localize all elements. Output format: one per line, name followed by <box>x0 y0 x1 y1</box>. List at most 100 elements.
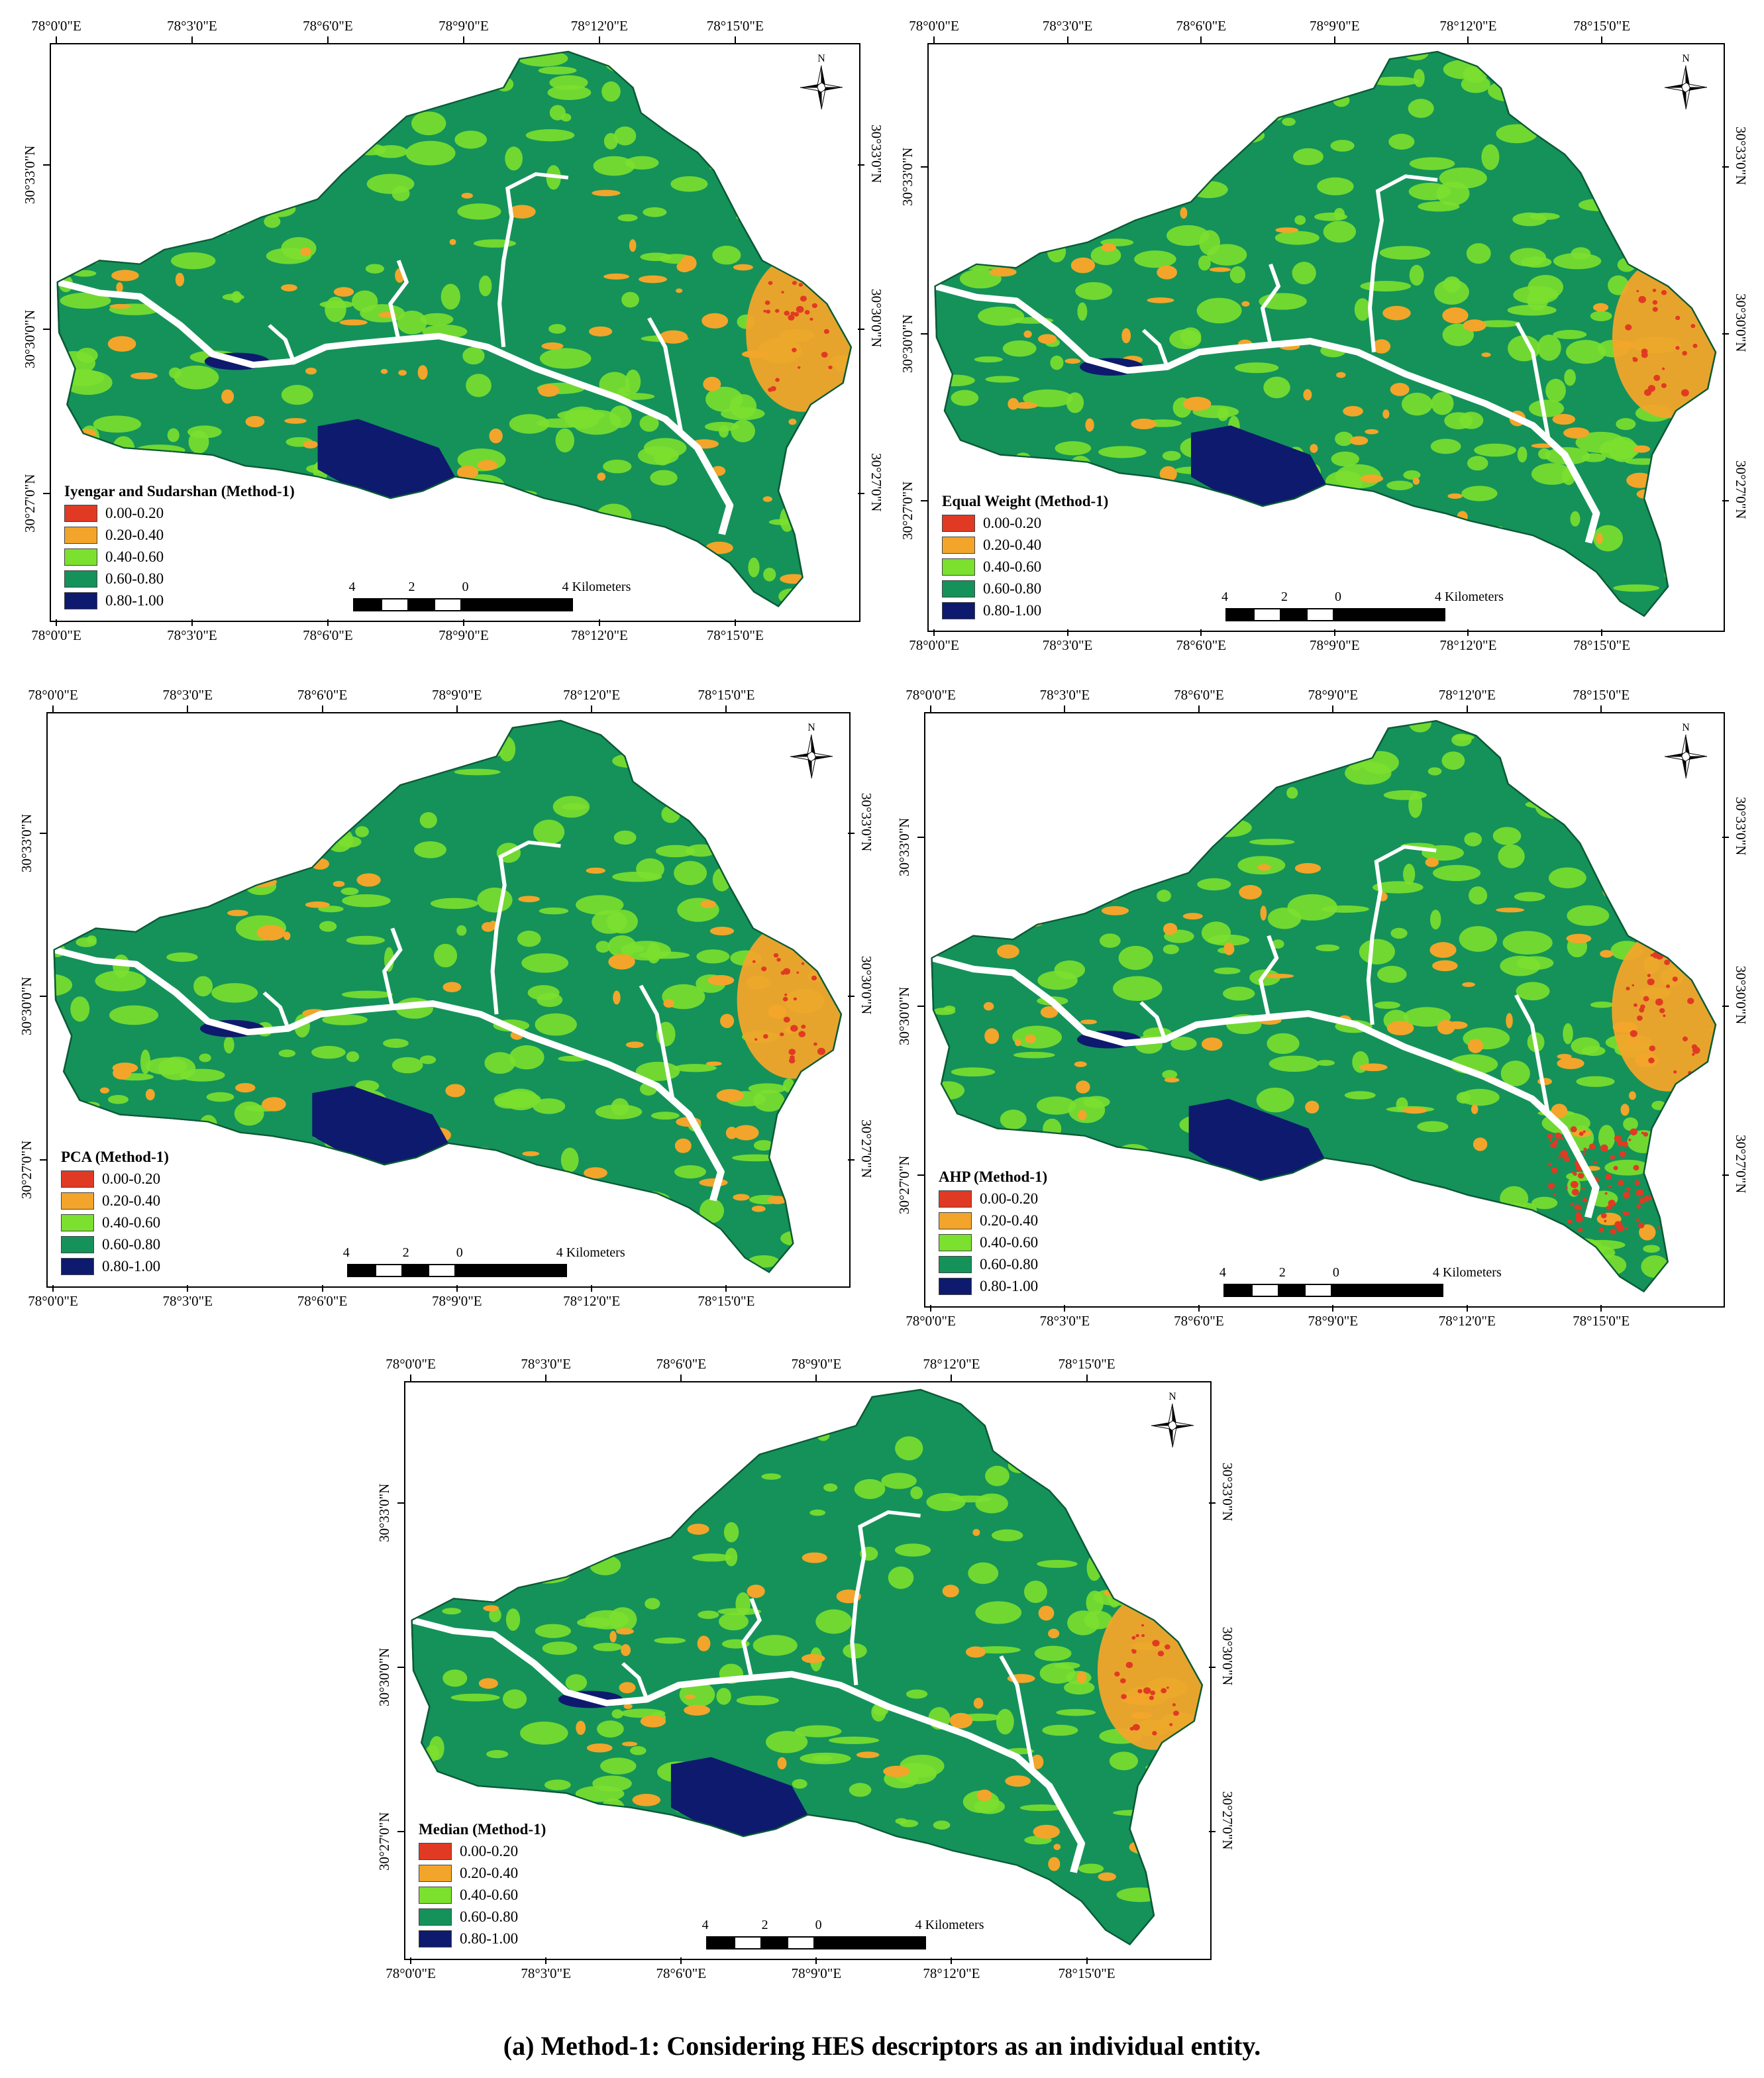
legend-swatch <box>942 514 975 532</box>
scale-label: 0 <box>462 580 469 594</box>
north-arrow-icon: N <box>785 720 838 784</box>
lat-tick-label: 30°27'0"N <box>1733 1135 1749 1194</box>
lat-tickmark <box>917 836 924 838</box>
lon-tick-label: 78°3'0"E <box>167 627 217 643</box>
legend-item: 0.60-0.80 <box>942 578 1108 599</box>
legend-label: 0.00-0.20 <box>983 515 1042 531</box>
legend-label: 0.80-1.00 <box>980 1278 1039 1294</box>
legend-swatch <box>939 1190 972 1208</box>
lon-tick-label: 78°12'0"E <box>1439 637 1497 653</box>
legend-label: 0.60-0.80 <box>983 580 1042 597</box>
lon-tick-label: 78°6'0"E <box>303 18 353 34</box>
lon-tick-label: 78°9'0"E <box>439 18 489 34</box>
scale-segment <box>460 598 573 611</box>
lon-tickmark <box>187 705 189 712</box>
legend-label: 0.20-0.40 <box>983 537 1042 553</box>
legend: Iyengar and Sudarshan (Method-1) 0.00-0.2… <box>64 484 295 611</box>
lon-tick-label: 78°15'0"E <box>706 627 764 643</box>
lon-tick-label: 78°0'0"E <box>906 687 956 703</box>
lon-tickmark <box>321 705 323 712</box>
scale-segment <box>1330 1284 1443 1297</box>
legend-label: 0.60-0.80 <box>102 1236 161 1253</box>
scale-label: 2 <box>1281 590 1288 604</box>
lon-tickmark <box>1200 629 1202 636</box>
legend-swatch <box>419 1886 452 1904</box>
legend-swatch <box>419 1842 452 1860</box>
lon-tick-label: 78°6'0"E <box>297 687 348 703</box>
lon-tickmark <box>815 1375 817 1381</box>
legend-item: 0.60-0.80 <box>419 1906 546 1928</box>
watershed-map <box>411 1388 1204 1946</box>
legend-label: 0.60-0.80 <box>980 1256 1039 1273</box>
scale-segment <box>1304 1284 1332 1297</box>
legend-title: Iyengar and Sudarshan (Method-1) <box>64 483 295 499</box>
lon-tickmark <box>933 36 935 43</box>
lon-tick-label: 78°3'0"E <box>521 1356 571 1372</box>
lon-tick-label: 78°3'0"E <box>162 1293 213 1309</box>
figure-caption: (a) Method-1: Considering HES descriptor… <box>503 2031 1261 2061</box>
north-arrow-icon: N <box>1659 51 1712 115</box>
lat-tickmark <box>40 832 46 834</box>
map-frame <box>404 1381 1212 1960</box>
legend: Median (Method-1) 0.00-0.20 0.20-0.40 0.40-… <box>419 1822 546 1949</box>
legend-label: 0.80-1.00 <box>460 1930 519 1947</box>
legend-item: 0.80-1.00 <box>61 1255 169 1277</box>
watershed-map <box>53 719 843 1273</box>
legend-item: 0.80-1.00 <box>942 599 1108 621</box>
legend-item: 0.80-1.00 <box>64 590 295 611</box>
legend-item: 0.00-0.20 <box>61 1168 169 1190</box>
lat-tick-label: 30°33'0"N <box>1733 796 1749 856</box>
scale-segment <box>1277 1284 1306 1297</box>
legend-item: 0.20-0.40 <box>939 1210 1047 1231</box>
lat-tick-label: 30°27'0"N <box>858 1119 874 1178</box>
lon-tick-label: 78°9'0"E <box>1308 687 1359 703</box>
legend-item: 0.20-0.40 <box>942 534 1108 556</box>
scale-label: 0 <box>1332 1265 1339 1280</box>
lat-tick-label: 30°30'0"N <box>896 986 912 1046</box>
lat-tickmark <box>1209 1830 1216 1832</box>
legend-swatch <box>939 1277 972 1295</box>
legend-item: 0.20-0.40 <box>419 1862 546 1884</box>
lon-tick-label: 78°6'0"E <box>1176 637 1226 653</box>
lat-tick-label: 30°30'0"N <box>22 309 38 368</box>
lat-tickmark <box>848 1159 855 1161</box>
lon-tickmark <box>1066 629 1068 636</box>
lat-tickmark <box>1722 500 1729 502</box>
lat-tickmark <box>1209 1502 1216 1504</box>
legend-item: 0.60-0.80 <box>61 1233 169 1255</box>
scale-segment <box>1223 1284 1253 1297</box>
lat-tickmark <box>1209 1666 1216 1668</box>
legend: Equal Weight (Method-1) 0.00-0.20 0.20-0.4… <box>942 494 1108 621</box>
lat-tick-label: 30°33'0"N <box>1219 1462 1235 1522</box>
lon-tickmark <box>1198 705 1200 712</box>
lon-tickmark <box>456 705 458 712</box>
lon-tickmark <box>1086 1375 1088 1381</box>
lat-tickmark <box>921 333 927 335</box>
lon-tick-label: 78°9'0"E <box>1310 637 1360 653</box>
lat-tickmark <box>858 492 864 494</box>
lon-tickmark <box>456 1285 458 1292</box>
lat-tick-label: 30°27'0"N <box>376 1812 392 1871</box>
lon-tick-label: 78°12'0"E <box>563 1293 621 1309</box>
lat-tick-label: 30°33'0"N <box>1733 126 1749 185</box>
legend-title: PCA (Method-1) <box>61 1149 169 1165</box>
lon-tickmark <box>1066 36 1068 43</box>
lat-tick-label: 30°27'0"N <box>896 1155 912 1215</box>
lon-tick-label: 78°3'0"E <box>167 18 217 34</box>
lat-tick-label: 30°30'0"N <box>900 314 915 374</box>
lat-tickmark <box>858 164 864 166</box>
lon-tick-label: 78°3'0"E <box>1042 18 1093 34</box>
lon-tick-label: 78°15'0"E <box>698 1293 755 1309</box>
lon-tickmark <box>680 1957 682 1964</box>
legend-label: 0.60-0.80 <box>105 570 164 587</box>
scale-segment <box>1253 608 1281 621</box>
legend-swatch <box>61 1257 94 1275</box>
lon-tick-label: 78°15'0"E <box>1573 1313 1630 1329</box>
lon-tickmark <box>1466 1305 1468 1312</box>
legend-title: AHP (Method-1) <box>939 1169 1048 1185</box>
north-arrow-icon: N <box>1146 1389 1199 1453</box>
legend-label: 0.20-0.40 <box>105 527 164 543</box>
scale-label: 4 <box>342 1245 350 1260</box>
lon-tickmark <box>591 1285 593 1292</box>
lon-tick-label: 78°0'0"E <box>31 18 81 34</box>
